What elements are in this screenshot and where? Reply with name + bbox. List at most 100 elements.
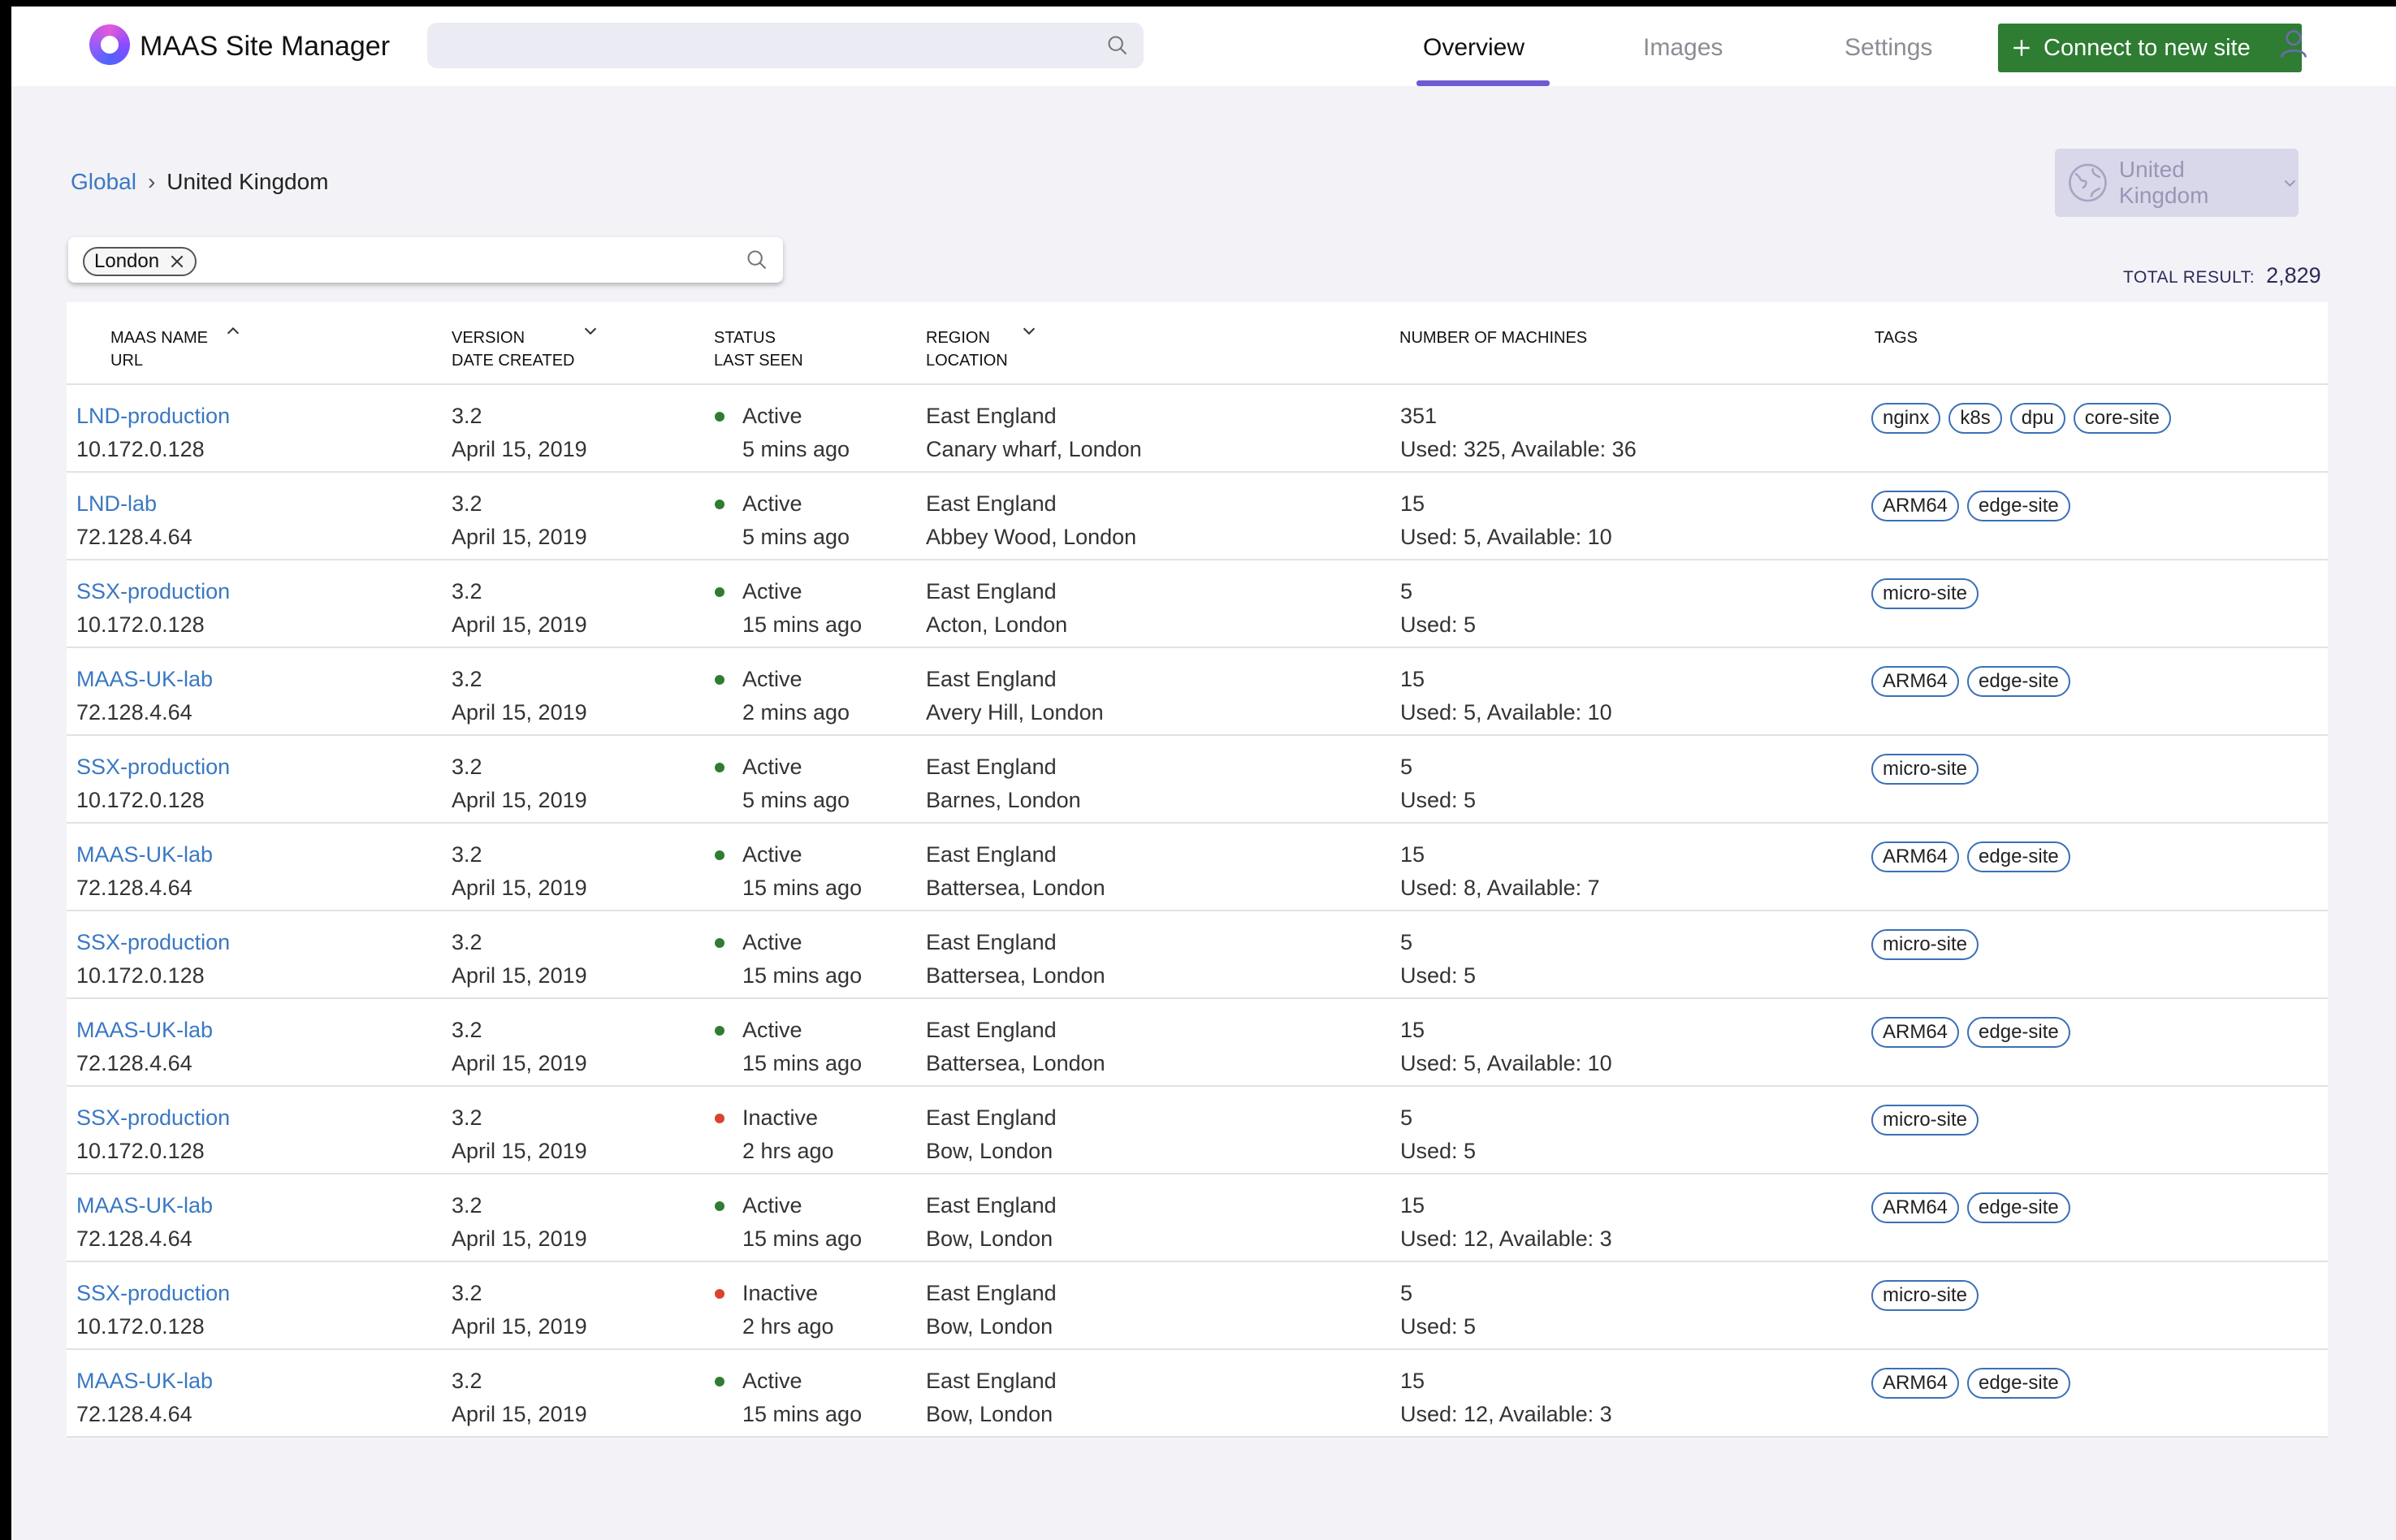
site-name-link[interactable]: MAAS-UK-lab [76,1369,214,1393]
tag-chip[interactable]: micro-site [1871,1280,1979,1311]
site-name-link[interactable]: LND-lab [76,491,158,516]
tab-settings[interactable]: Settings [1845,34,1933,61]
cell-tags: micro-site [1871,1105,1979,1136]
tag-chip[interactable]: core-site [2073,403,2171,434]
cell-machines: 5 Used: 5 [1400,1277,1476,1343]
connect-new-site-label: Connect to new site [2044,34,2251,61]
header-machines[interactable]: NUMBER OF MACHINES [1399,327,1587,349]
site-name-link[interactable]: SSX-production [76,1105,231,1130]
close-icon[interactable] [169,253,185,270]
header-sublabel: LAST SEEN [714,352,803,370]
machine-count: 5 [1400,755,1413,779]
site-date-created: April 15, 2019 [452,1051,587,1075]
tag-chip[interactable]: edge-site [1967,491,2070,521]
region-select[interactable]: United Kingdom [2055,149,2299,217]
tag-chip[interactable]: micro-site [1871,754,1979,785]
table-row[interactable]: MAAS-UK-lab 72.128.4.64 3.2 April 15, 2019 A… [67,999,2328,1087]
tag-chip[interactable]: ARM64 [1871,1368,1960,1399]
app-title[interactable]: MAAS Site Manager [140,31,391,62]
table-row[interactable]: MAAS-UK-lab 72.128.4.64 3.2 April 15, 2019 A… [67,1350,2328,1438]
top-navigation: MAAS Site Manager Overview Images Settin… [11,6,2396,86]
table-row[interactable]: MAAS-UK-lab 72.128.4.64 3.2 April 15, 2019 A… [67,824,2328,911]
site-last-seen: 2 hrs ago [742,1314,834,1339]
site-url: 10.172.0.128 [76,963,205,988]
tag-chip[interactable]: ARM64 [1871,491,1960,521]
tag-chip[interactable]: micro-site [1871,929,1979,960]
sites-table: MAAS NAME URL VERSION DATE CREATED STATU… [67,302,2328,1438]
site-date-created: April 15, 2019 [452,525,587,549]
cell-machines: 15 Used: 12, Available: 3 [1400,1189,1612,1256]
site-name-link[interactable]: SSX-production [76,930,231,954]
header-region[interactable]: REGION LOCATION [926,327,1036,372]
tag-chip[interactable]: edge-site [1967,666,2070,697]
search-icon[interactable] [1106,34,1129,57]
site-name-link[interactable]: MAAS-UK-lab [76,1018,214,1042]
search-icon[interactable] [746,249,768,271]
site-name-link[interactable]: SSX-production [76,579,231,603]
table-row[interactable]: SSX-production 10.172.0.128 3.2 April 15, 2… [67,1087,2328,1174]
breadcrumb-global-link[interactable]: Global [71,169,136,194]
status-dot-icon [715,412,724,422]
table-row[interactable]: SSX-production 10.172.0.128 3.2 April 15, 2… [67,911,2328,999]
site-name-link[interactable]: SSX-production [76,755,231,779]
header-version[interactable]: VERSION DATE CREATED [452,327,597,372]
header-tags[interactable]: TAGS [1875,327,1918,349]
cell-status: Active 15 mins ago [715,1189,862,1256]
header-maas-name[interactable]: MAAS NAME URL [110,327,240,372]
tag-chip[interactable]: nginx [1871,403,1941,434]
header-label: VERSION [452,329,525,347]
tag-chip[interactable]: edge-site [1967,1017,2070,1048]
cell-status: Active 15 mins ago [715,926,862,993]
maas-logo-icon[interactable] [89,24,130,65]
tab-overview[interactable]: Overview [1423,34,1525,61]
site-name-link[interactable]: MAAS-UK-lab [76,1193,214,1218]
tag-chip[interactable]: edge-site [1967,1368,2070,1399]
site-url: 10.172.0.128 [76,1139,205,1163]
status-dot-icon [715,1114,724,1123]
status-dot-icon [715,1026,724,1036]
chevron-down-icon[interactable] [582,322,599,340]
site-name-link[interactable]: MAAS-UK-lab [76,667,214,691]
site-name-link[interactable]: LND-production [76,404,231,428]
tag-chip[interactable]: ARM64 [1871,1192,1960,1223]
cell-tags: ARM64 edge-site [1871,1368,2070,1399]
table-row[interactable]: SSX-production 10.172.0.128 3.2 April 15, 2… [67,1262,2328,1350]
site-last-seen: 15 mins ago [742,612,863,637]
chevron-down-icon[interactable] [1020,322,1038,340]
site-region: East England [926,667,1057,691]
cell-maas-name: SSX-production 10.172.0.128 [76,575,230,642]
tag-chip[interactable]: micro-site [1871,578,1979,609]
tag-chip[interactable]: micro-site [1871,1105,1979,1136]
site-url: 72.128.4.64 [76,700,192,725]
global-search-input[interactable] [427,23,1144,68]
table-row[interactable]: MAAS-UK-lab 72.128.4.64 3.2 April 15, 2019 A… [67,648,2328,736]
site-filter-input[interactable]: London [68,237,783,283]
tag-chip[interactable]: ARM64 [1871,841,1960,872]
tag-chip[interactable]: dpu [2009,403,2065,434]
header-status[interactable]: STATUS LAST SEEN [714,327,803,372]
connect-new-site-button[interactable]: Connect to new site [1998,24,2302,72]
user-icon[interactable] [2276,26,2312,62]
cell-version: 3.2 April 15, 2019 [452,751,587,817]
tag-chip[interactable]: ARM64 [1871,666,1960,697]
site-name-link[interactable]: SSX-production [76,1281,231,1305]
site-status: Active [742,755,802,779]
tag-chip[interactable]: edge-site [1967,1192,2070,1223]
tag-chip[interactable]: ARM64 [1871,1017,1960,1048]
tab-images[interactable]: Images [1643,34,1723,61]
table-row[interactable]: SSX-production 10.172.0.128 3.2 April 15, 2… [67,736,2328,824]
site-version: 3.2 [452,755,482,779]
table-row[interactable]: LND-lab 72.128.4.64 3.2 April 15, 2019 Activ… [67,473,2328,560]
tag-chip[interactable]: k8s [1948,403,2002,434]
table-row[interactable]: SSX-production 10.172.0.128 3.2 April 15, 2… [67,560,2328,648]
site-name-link[interactable]: MAAS-UK-lab [76,842,214,867]
tag-chip[interactable]: edge-site [1967,841,2070,872]
cell-status: Inactive 2 hrs ago [715,1101,834,1168]
table-row[interactable]: MAAS-UK-lab 72.128.4.64 3.2 April 15, 2019 A… [67,1174,2328,1262]
status-dot-icon [715,763,724,772]
region-select-value: United Kingdom [2118,157,2209,208]
table-row[interactable]: LND-production 10.172.0.128 3.2 April 15, 2… [67,385,2328,473]
cell-status: Inactive 2 hrs ago [715,1277,834,1343]
chevron-up-icon[interactable] [224,322,242,340]
site-location: Canary wharf, London [926,437,1142,461]
